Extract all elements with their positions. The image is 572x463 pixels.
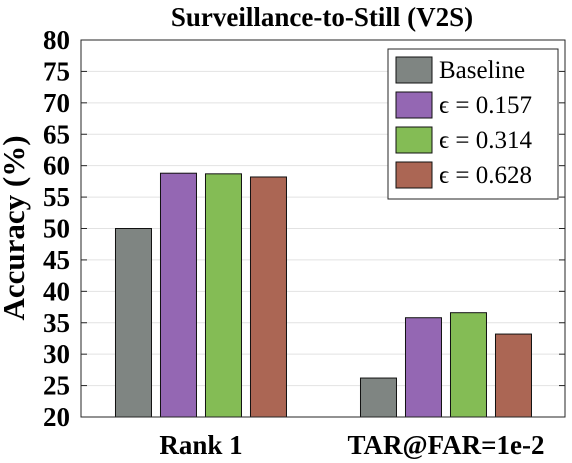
legend: Baseline ϵ = 0.157 ϵ = 0.314 ϵ = 0.628 [387, 48, 559, 200]
legend-label: Baseline [439, 57, 525, 84]
y-tick-label: 65 [43, 119, 70, 149]
y-tick-label: 35 [43, 308, 70, 338]
y-tick-label: 50 [43, 214, 70, 244]
y-tick-label: 75 [43, 56, 70, 86]
y-tick-label: 60 [43, 151, 70, 181]
y-tick-label: 30 [43, 339, 70, 369]
y-tick-label: 45 [43, 245, 70, 275]
bar [359, 377, 397, 418]
x-tick-label: TAR@FAR=1e-2 [348, 430, 545, 460]
y-tick-label: 80 [43, 25, 70, 55]
legend-label: ϵ = 0.628 [439, 162, 532, 189]
legend-swatch [395, 56, 433, 84]
y-tick-label: 55 [43, 182, 70, 212]
y-tick-label: 20 [43, 402, 70, 432]
bar [494, 333, 532, 418]
legend-swatch [395, 126, 433, 154]
legend-label: ϵ = 0.314 [439, 127, 532, 154]
bar [404, 317, 442, 418]
legend-label: ϵ = 0.157 [439, 92, 532, 119]
bar [159, 172, 197, 418]
bar [204, 173, 242, 418]
legend-swatch [395, 161, 433, 189]
y-axis-label: Accuracy (%) [0, 135, 31, 320]
legend-swatch [395, 91, 433, 119]
y-tick-label: 25 [43, 371, 70, 401]
x-tick-label: Rank 1 [159, 430, 242, 460]
chart-title: Surveillance-to-Still (V2S) [171, 2, 473, 32]
x-axis-ticks: Rank 1 TAR@FAR=1e-2 [159, 430, 544, 460]
y-tick-label: 40 [43, 276, 70, 306]
bar [249, 176, 287, 418]
bar [114, 228, 152, 418]
bar [449, 312, 487, 418]
y-tick-label: 70 [43, 88, 70, 118]
bars [114, 172, 532, 418]
